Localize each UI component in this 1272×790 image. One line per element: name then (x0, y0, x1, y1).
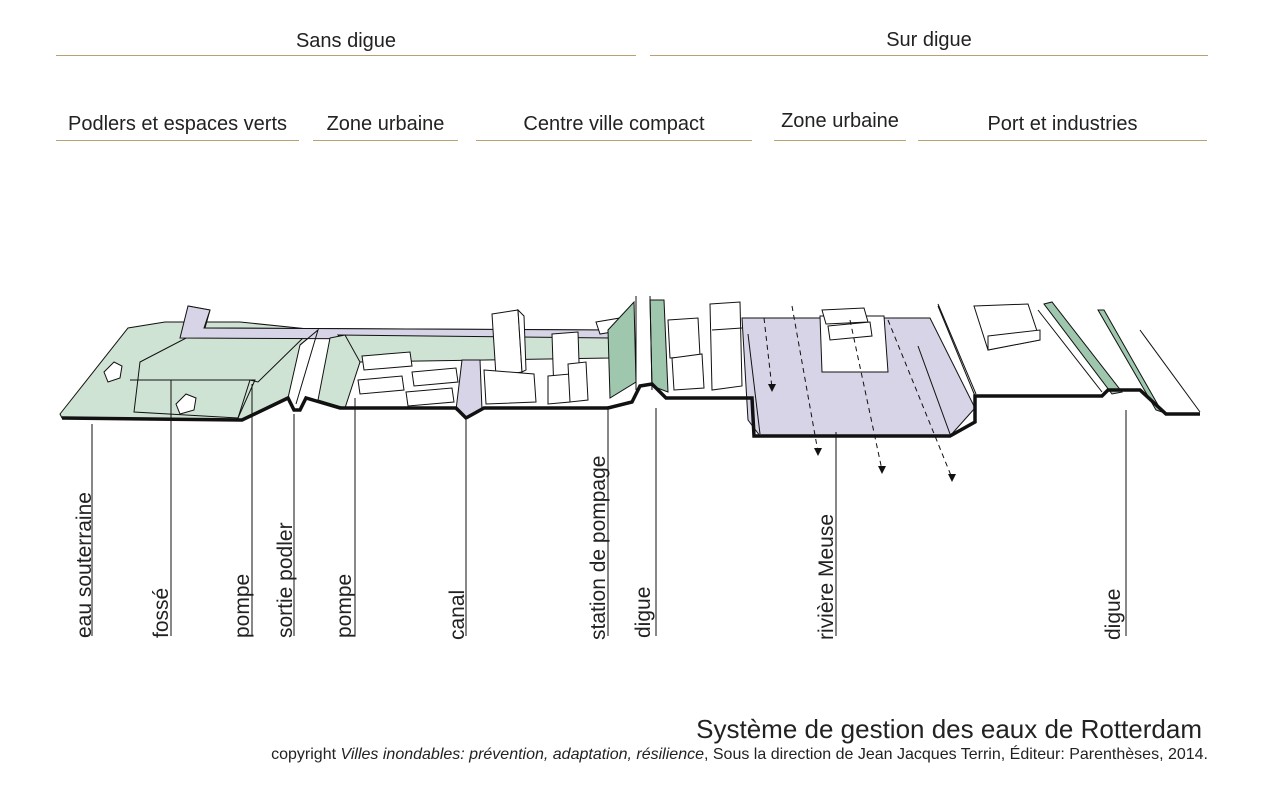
zone-centre-ville: Centre ville compact (523, 113, 705, 135)
block (567, 361, 589, 403)
label-pompe-2: pompe (333, 573, 356, 638)
building (361, 351, 413, 371)
buildings-urbain-2 (667, 301, 743, 391)
block (547, 373, 571, 405)
river-meuse (741, 305, 976, 482)
header-sur-digue: Sur digue (886, 29, 972, 51)
rule-zone-podlers (56, 140, 299, 141)
zone-podlers: Podlers et espaces verts (68, 113, 287, 135)
rule-zone-urbaine-1 (313, 140, 458, 141)
river-box (821, 307, 869, 325)
rule-zone-urbaine-2 (774, 140, 906, 141)
rule-zone-centre-ville (476, 140, 752, 141)
credit-prefix: copyright (271, 746, 341, 763)
flow-arrows (763, 305, 953, 479)
zone-urbaine-2: Zone urbaine (781, 110, 899, 132)
leader-lines (91, 380, 1127, 636)
ground-profile (61, 382, 1200, 438)
label-station-de-pompage: station de pompage (587, 455, 610, 640)
dike-centre (607, 295, 669, 399)
arrow-heads (768, 384, 956, 482)
caption-credit: copyright Villes inondables: prévention,… (271, 746, 1208, 764)
block (671, 353, 705, 391)
tower-side (517, 308, 527, 373)
tower (709, 301, 743, 391)
label-eau-souterraine: eau souterraine (73, 492, 96, 638)
dike-green-right (1043, 301, 1123, 395)
buildings-centre (483, 308, 625, 405)
label-sortie-podler: sortie podler (274, 522, 297, 638)
polder-ditch-line (130, 379, 256, 419)
dike-slope-right (1097, 309, 1164, 413)
tower (491, 309, 523, 377)
rule-zone-port (918, 140, 1207, 141)
zone-port: Port et industries (987, 113, 1138, 135)
river-box (827, 321, 873, 341)
house (103, 361, 123, 383)
port-building-side (987, 329, 1041, 351)
label-pompe-1: pompe (231, 573, 254, 638)
port-area (937, 301, 1201, 413)
label-riviere-meuse: rivière Meuse (815, 513, 838, 640)
credit-book: Villes inondables: prévention, adaptatio… (340, 746, 704, 763)
label-digue-2: digue (1102, 588, 1125, 640)
header-sans-digue: Sans digue (295, 30, 397, 52)
block (667, 317, 701, 359)
caption-title: Système de gestion des eaux de Rotterdam (696, 714, 1202, 744)
ditch-slope-left (295, 328, 319, 405)
block (483, 369, 537, 405)
house (175, 393, 197, 415)
dike-green-2 (649, 299, 669, 393)
rule-sur-digue (650, 55, 1208, 56)
building (411, 367, 459, 387)
building (405, 387, 455, 407)
buildings-urbain (103, 351, 459, 415)
dike-green (607, 300, 637, 399)
label-digue-1: digue (632, 586, 655, 638)
rule-sans-digue (56, 55, 636, 56)
label-fosse: fossé (150, 587, 173, 638)
zone-urbaine-1: Zone urbaine (326, 113, 445, 135)
credit-rest: , Sous la direction de Jean Jacques Terr… (703, 746, 1208, 763)
urban-slope (317, 334, 361, 409)
building (357, 375, 405, 395)
label-canal: canal (446, 589, 469, 640)
